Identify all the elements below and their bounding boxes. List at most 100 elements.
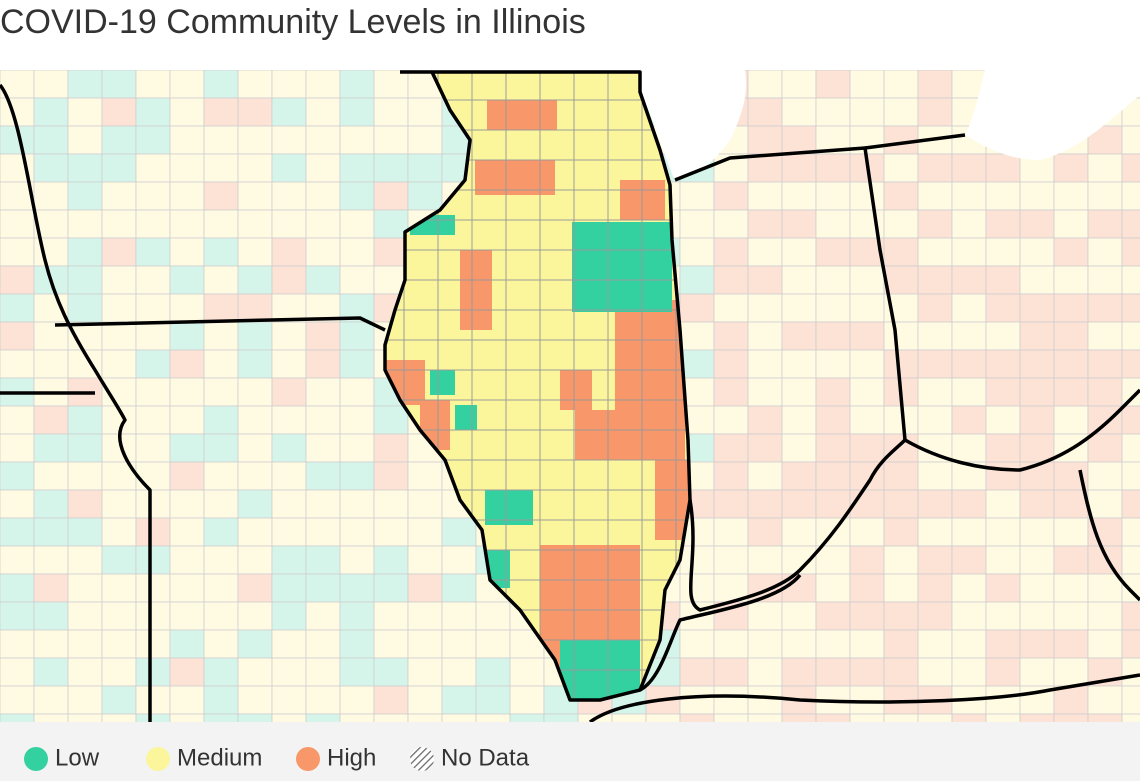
county bbox=[883, 517, 919, 547]
county bbox=[475, 713, 511, 722]
county bbox=[441, 573, 477, 603]
county bbox=[237, 181, 273, 211]
legend-background bbox=[0, 722, 1140, 781]
county bbox=[1019, 629, 1055, 659]
county bbox=[305, 70, 341, 99]
county bbox=[1019, 349, 1055, 379]
county bbox=[849, 265, 885, 295]
county bbox=[237, 685, 273, 715]
county bbox=[883, 629, 919, 659]
county bbox=[101, 517, 137, 547]
county bbox=[951, 601, 987, 631]
county bbox=[203, 489, 239, 519]
county bbox=[407, 629, 443, 659]
county bbox=[271, 181, 307, 211]
county bbox=[917, 489, 953, 519]
county bbox=[339, 713, 375, 722]
county-region bbox=[487, 100, 557, 130]
legend-swatch bbox=[410, 747, 434, 771]
county bbox=[815, 265, 851, 295]
county bbox=[883, 489, 919, 519]
county bbox=[1121, 405, 1140, 435]
county bbox=[203, 629, 239, 659]
county bbox=[33, 685, 69, 715]
county bbox=[781, 349, 817, 379]
county bbox=[747, 349, 783, 379]
county bbox=[815, 433, 851, 463]
county bbox=[475, 629, 511, 659]
county bbox=[1019, 433, 1055, 463]
county bbox=[1121, 321, 1140, 351]
county bbox=[713, 265, 749, 295]
county bbox=[169, 209, 205, 239]
county bbox=[101, 489, 137, 519]
county bbox=[747, 153, 783, 183]
county bbox=[33, 349, 69, 379]
county bbox=[747, 517, 783, 547]
county bbox=[271, 433, 307, 463]
county bbox=[339, 545, 375, 575]
county bbox=[237, 573, 273, 603]
county bbox=[1053, 153, 1089, 183]
legend-label: No Data bbox=[441, 744, 530, 771]
county bbox=[305, 601, 341, 631]
county bbox=[1121, 489, 1140, 519]
county bbox=[169, 125, 205, 155]
county bbox=[781, 657, 817, 687]
county bbox=[407, 601, 443, 631]
county bbox=[237, 97, 273, 127]
county bbox=[781, 461, 817, 491]
county bbox=[679, 265, 715, 295]
county bbox=[883, 125, 919, 155]
county bbox=[271, 97, 307, 127]
county bbox=[203, 433, 239, 463]
county bbox=[849, 405, 885, 435]
county bbox=[33, 713, 69, 722]
county bbox=[883, 97, 919, 127]
county bbox=[1087, 629, 1123, 659]
county bbox=[1019, 517, 1055, 547]
county bbox=[271, 377, 307, 407]
county bbox=[1087, 573, 1123, 603]
county bbox=[1053, 377, 1089, 407]
county bbox=[33, 657, 69, 687]
county bbox=[271, 70, 307, 99]
county bbox=[339, 153, 375, 183]
county bbox=[951, 321, 987, 351]
county bbox=[1087, 181, 1123, 211]
county bbox=[101, 349, 137, 379]
county bbox=[373, 545, 409, 575]
county bbox=[305, 237, 341, 267]
county bbox=[407, 545, 443, 575]
county bbox=[0, 489, 35, 519]
county bbox=[407, 657, 443, 687]
county bbox=[747, 237, 783, 267]
county bbox=[135, 293, 171, 323]
county bbox=[713, 433, 749, 463]
county bbox=[1087, 489, 1123, 519]
county bbox=[33, 97, 69, 127]
county-region bbox=[475, 160, 555, 195]
county bbox=[679, 321, 715, 351]
county bbox=[33, 237, 69, 267]
county bbox=[203, 265, 239, 295]
county bbox=[305, 489, 341, 519]
county bbox=[169, 349, 205, 379]
county bbox=[849, 321, 885, 351]
county bbox=[271, 629, 307, 659]
county bbox=[339, 209, 375, 239]
county bbox=[917, 265, 953, 295]
county bbox=[237, 321, 273, 351]
county bbox=[815, 237, 851, 267]
county-region bbox=[560, 370, 592, 410]
county bbox=[33, 70, 69, 99]
county bbox=[135, 461, 171, 491]
county bbox=[713, 405, 749, 435]
county bbox=[1019, 657, 1055, 687]
county bbox=[849, 629, 885, 659]
county bbox=[781, 125, 817, 155]
county bbox=[0, 293, 35, 323]
county bbox=[815, 713, 851, 722]
county bbox=[135, 601, 171, 631]
county bbox=[985, 517, 1021, 547]
